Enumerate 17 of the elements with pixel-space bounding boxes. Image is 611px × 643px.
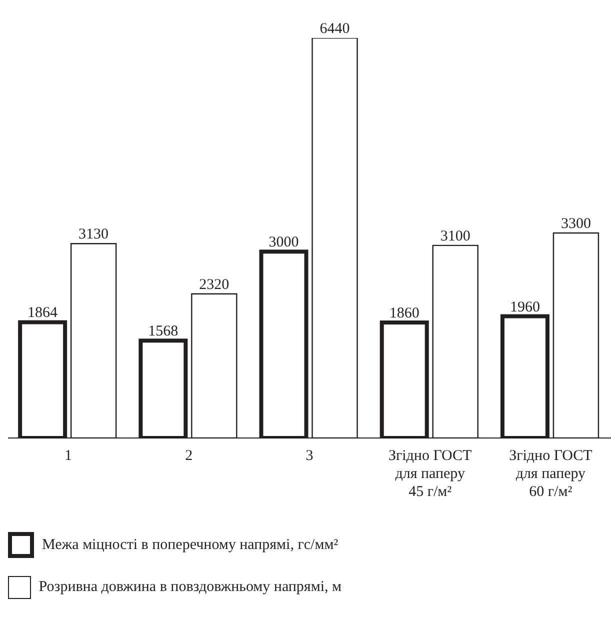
data-label: 1960	[510, 299, 540, 316]
data-label: 2320	[199, 276, 230, 293]
data-label: 3000	[268, 234, 299, 251]
data-label: 6440	[320, 21, 350, 37]
x-tick-label: 1	[64, 448, 72, 464]
data-label: 1568	[148, 324, 178, 340]
x-tick-label: 2	[185, 448, 193, 464]
data-label: 1864	[28, 305, 58, 322]
data-label: 3130	[78, 226, 109, 243]
data-label: 3100	[440, 228, 470, 244]
legend-label: Розривна довжина в повздовжньому напрямі, м	[38, 578, 342, 596]
x-tick-label: Згідно ГОСТ для паперу 60 г/м²	[509, 448, 592, 500]
data-label: 3300	[560, 216, 591, 232]
x-tick-label: Згідно ГОСТ для паперу 45 г/м²	[388, 448, 472, 500]
legend-label: Межа міцності в поперечному напрямі, гс/мм²	[42, 536, 338, 554]
x-tick-label: 3	[306, 448, 314, 464]
data-label: 1860	[389, 305, 420, 322]
